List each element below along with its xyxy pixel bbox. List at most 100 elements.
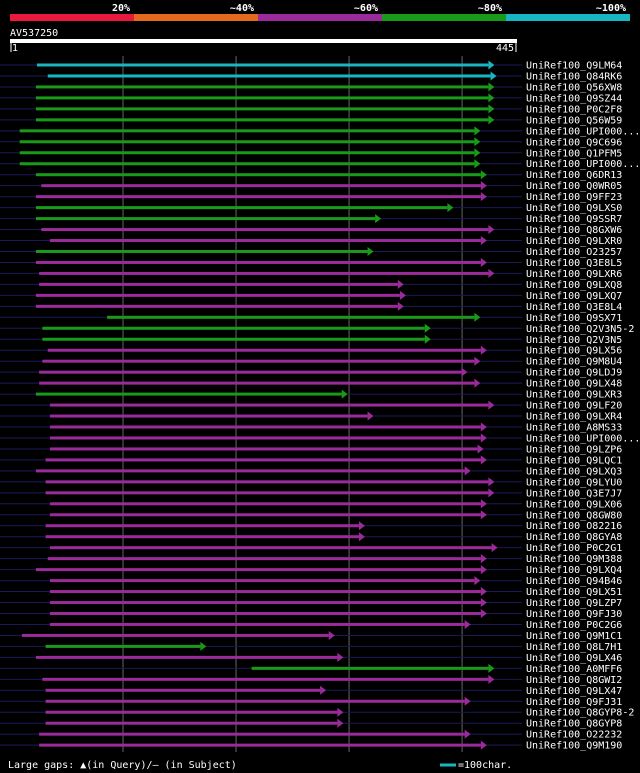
hit-bar[interactable] [19,129,475,133]
hit-bar[interactable] [49,239,481,243]
hit-label[interactable]: UniRef100_Q2V3N5 [526,335,622,346]
hit-bar[interactable] [45,480,489,484]
hit-label[interactable]: UniRef100_Q9LXQ3 [526,466,622,477]
hit-label[interactable]: UniRef100_Q9LX51 [526,587,622,598]
hit-bar[interactable] [35,96,489,100]
hit-bar[interactable] [39,381,475,385]
hit-bar[interactable] [35,568,481,572]
hit-label[interactable]: UniRef100_Q9M1C1 [526,631,622,642]
hit-bar[interactable] [41,184,481,188]
hit-label[interactable]: UniRef100_Q9LF20 [526,401,622,412]
hit-label[interactable]: UniRef100_Q9LDJ9 [526,368,622,379]
hit-bar[interactable] [35,392,342,396]
hit-bar[interactable] [35,249,368,253]
hit-label[interactable]: UniRef100_Q9M190 [526,741,622,752]
hit-label[interactable]: UniRef100_Q2V3N5-2 [526,324,634,335]
hit-bar[interactable] [35,85,489,89]
hit-bar[interactable] [45,644,201,648]
hit-label[interactable]: UniRef100_Q3E8L5 [526,258,622,269]
hit-bar[interactable] [45,688,321,692]
hit-label[interactable]: UniRef100_O82216 [526,521,622,532]
hit-label[interactable]: UniRef100_Q3E8L4 [526,302,622,313]
hit-bar[interactable] [42,337,425,341]
hit-label[interactable]: UniRef100_UPI000... [526,126,640,137]
hit-label[interactable]: UniRef100_UPI000... [526,433,640,444]
hit-label[interactable]: UniRef100_Q9LQC1 [526,455,622,466]
hit-bar[interactable] [35,195,481,199]
hit-label[interactable]: UniRef100_Q8GW80 [526,510,622,521]
hit-bar[interactable] [45,721,338,725]
hit-label[interactable]: UniRef100_O23257 [526,247,622,258]
hit-bar[interactable] [36,63,489,67]
hit-bar[interactable] [35,107,489,111]
hit-bar[interactable] [45,710,338,714]
hit-bar[interactable] [49,579,475,583]
hit-bar[interactable] [39,370,462,374]
hit-bar[interactable] [19,151,475,155]
hit-bar[interactable] [49,502,481,506]
hit-label[interactable]: UniRef100_Q84RK6 [526,71,622,82]
hit-label[interactable]: UniRef100_A8MS33 [526,423,622,434]
hit-label[interactable]: UniRef100_Q9LX56 [526,346,622,357]
hit-label[interactable]: UniRef100_Q9LZP6 [526,444,622,455]
hit-bar[interactable] [47,557,481,561]
hit-label[interactable]: UniRef100_Q3E7J7 [526,488,622,499]
hit-label[interactable]: UniRef100_Q9FJ31 [526,697,622,708]
hit-bar[interactable] [45,458,481,462]
hit-label[interactable]: UniRef100_Q56W59 [526,115,622,126]
hit-bar[interactable] [45,524,359,528]
hit-label[interactable]: UniRef100_Q9LXR3 [526,390,622,401]
hit-label[interactable]: UniRef100_Q9FF23 [526,192,622,203]
hit-bar[interactable] [19,162,475,166]
hit-bar[interactable] [107,315,475,319]
hit-label[interactable]: UniRef100_Q8GYP8-2 [526,708,634,719]
hit-bar[interactable] [39,271,489,275]
hit-bar[interactable] [45,535,359,539]
hit-bar[interactable] [49,425,481,429]
hit-bar[interactable] [49,414,368,418]
hit-label[interactable]: UniRef100_Q9LXQ7 [526,291,622,302]
hit-bar[interactable] [42,359,475,363]
hit-bar[interactable] [49,622,465,626]
hit-label[interactable]: UniRef100_Q9SX71 [526,313,622,324]
hit-bar[interactable] [35,469,465,473]
hit-bar[interactable] [49,601,481,605]
hit-label[interactable]: UniRef100_Q9LX06 [526,499,622,510]
hit-label[interactable]: UniRef100_Q8L7H1 [526,642,622,653]
hit-bar[interactable] [251,666,489,670]
hit-bar[interactable] [47,74,491,78]
hit-bar[interactable] [49,546,492,550]
hit-label[interactable]: UniRef100_Q9M8U4 [526,357,622,368]
hit-label[interactable]: UniRef100_Q8GYP8 [526,719,622,730]
hit-bar[interactable] [35,118,489,122]
hit-label[interactable]: UniRef100_Q9LX47 [526,686,622,697]
hit-label[interactable]: UniRef100_Q94B46 [526,576,622,587]
hit-bar[interactable] [41,228,489,232]
hit-label[interactable]: UniRef100_Q9LM64 [526,61,622,72]
hit-label[interactable]: UniRef100_P0C2G6 [526,620,622,631]
hit-label[interactable]: UniRef100_P0C2F8 [526,104,622,115]
hit-label[interactable]: UniRef100_Q9LXR4 [526,412,622,423]
hit-bar[interactable] [35,304,398,308]
hit-label[interactable]: UniRef100_Q9LXQ4 [526,565,622,576]
hit-bar[interactable] [49,612,481,615]
hit-bar[interactable] [35,206,448,210]
hit-bar[interactable] [35,293,400,297]
hit-label[interactable]: UniRef100_Q8GWI2 [526,675,622,686]
hit-bar[interactable] [49,513,481,517]
hit-label[interactable]: UniRef100_Q8GYA8 [526,532,622,543]
hit-bar[interactable] [42,677,489,681]
hit-bar[interactable] [39,743,481,747]
hit-bar[interactable] [39,282,398,286]
hit-bar[interactable] [47,348,481,352]
hit-label[interactable]: UniRef100_Q9LXR0 [526,236,622,247]
hit-label[interactable]: UniRef100_A0MFF6 [526,664,622,675]
hit-label[interactable]: UniRef100_Q0WR05 [526,181,622,192]
hit-label[interactable]: UniRef100_Q9LX46 [526,653,622,664]
hit-label[interactable]: UniRef100_Q56XW8 [526,82,622,93]
hit-bar[interactable] [39,732,465,736]
hit-bar[interactable] [19,140,475,144]
hit-bar[interactable] [49,590,481,594]
hit-bar[interactable] [45,699,465,703]
hit-label[interactable]: UniRef100_O22232 [526,730,622,741]
